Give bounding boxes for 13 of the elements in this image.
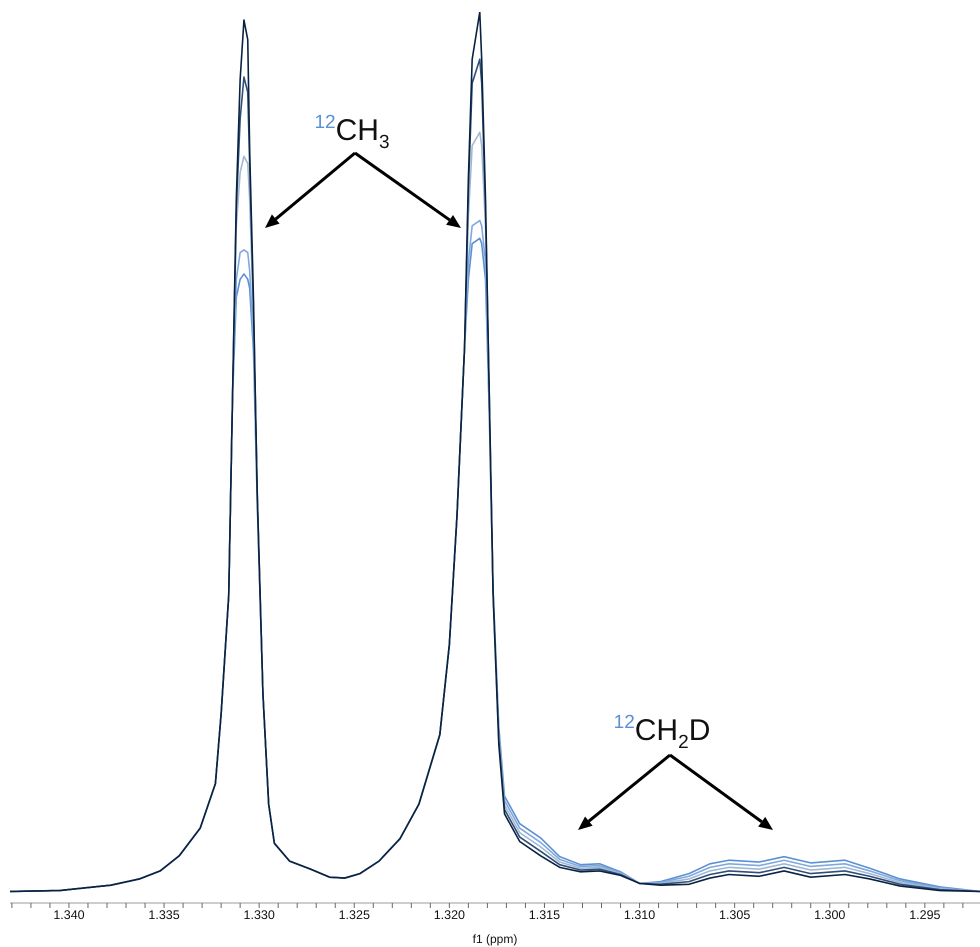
x-tick-label: 1.330 [244,908,275,922]
x-tick-label: 1.320 [434,908,466,922]
annotation: $^{12}$CH$_{3}$ [314,112,390,153]
x-tick-label: 1.295 [909,908,941,922]
x-tick-label: 1.325 [338,908,370,922]
x-tick-label: 1.340 [53,908,85,922]
x-tick-label: 1.315 [528,908,560,922]
x-axis-title: f1 (ppm) [472,932,518,946]
x-tick-label: 1.310 [624,908,656,922]
x-tick-label: 1.300 [814,908,846,922]
annotation: $^{12}$CH$_{2}$D [614,712,710,753]
x-tick-label: 1.305 [719,908,750,922]
x-tick-label: 1.335 [148,908,180,922]
